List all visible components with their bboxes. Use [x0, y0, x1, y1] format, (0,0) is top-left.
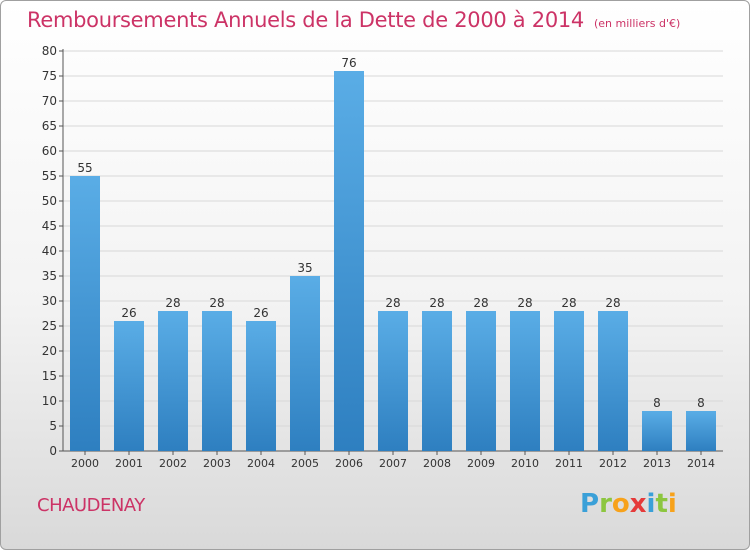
bars: [70, 71, 716, 451]
x-tick-label: 2007: [379, 457, 407, 470]
x-tick-label: 2003: [203, 457, 231, 470]
logo-letter: r: [599, 489, 612, 519]
x-tick-label: 2000: [71, 457, 99, 470]
x-tick-label: 2005: [291, 457, 319, 470]
data-label: 26: [253, 306, 268, 320]
y-tick-label: 70: [42, 94, 57, 108]
bar: [554, 311, 584, 451]
bar: [598, 311, 628, 451]
chart-title-text: Remboursements Annuels de la Dette de 20…: [27, 8, 584, 32]
logo-letter: i: [646, 489, 656, 519]
logo-letter: o: [611, 489, 630, 519]
y-tick-labels: 0 5 10 15 20 25 30 35 40 45 50 55 60 65 70 75 80: [42, 44, 57, 458]
y-tick-label: 35: [42, 269, 57, 283]
x-tick-label: 2012: [599, 457, 627, 470]
bar: [686, 411, 716, 451]
y-tick-label: 25: [42, 319, 57, 333]
proxiti-logo: Proxiti: [580, 489, 677, 519]
x-tick-labels: 2000 2001 2002 2003 2004 2005 2006 2007 2008 2009…: [71, 457, 715, 470]
data-label: 28: [473, 296, 488, 310]
data-label: 76: [341, 56, 356, 70]
y-tick-label: 0: [49, 444, 57, 458]
x-tick-label: 2013: [643, 457, 671, 470]
chart-unit: (en milliers d'€): [594, 17, 681, 30]
y-tick-label: 20: [42, 344, 57, 358]
bar: [334, 71, 364, 451]
y-tick-label: 75: [42, 69, 57, 83]
y-tick-label: 15: [42, 369, 57, 383]
x-tick-label: 2014: [687, 457, 715, 470]
bar: [378, 311, 408, 451]
bar: [290, 276, 320, 451]
x-tick-label: 2002: [159, 457, 187, 470]
data-label: 28: [385, 296, 400, 310]
x-tick-label: 2001: [115, 457, 143, 470]
data-label: 28: [517, 296, 532, 310]
data-label: 55: [77, 161, 92, 175]
logo-letter: x: [629, 489, 647, 519]
bar: [422, 311, 452, 451]
data-label: 28: [429, 296, 444, 310]
commune-name: CHAUDENAY: [37, 495, 145, 516]
x-tick-label: 2008: [423, 457, 451, 470]
logo-letter: t: [655, 489, 668, 519]
data-label: 28: [209, 296, 224, 310]
x-tick-label: 2009: [467, 457, 495, 470]
logo-letter: P: [580, 489, 600, 519]
bar: [642, 411, 672, 451]
data-labels: 55 26 28 28 26 35 76 28 28 28 28 28 28 8 8: [77, 56, 704, 410]
x-tick-label: 2010: [511, 457, 539, 470]
bar: [466, 311, 496, 451]
data-label: 26: [121, 306, 136, 320]
x-tick-label: 2011: [555, 457, 583, 470]
data-label: 8: [653, 396, 661, 410]
data-label: 28: [561, 296, 576, 310]
bar: [510, 311, 540, 451]
y-tick-label: 65: [42, 119, 57, 133]
y-tick-label: 5: [49, 419, 57, 433]
y-tick-label: 60: [42, 144, 57, 158]
data-label: 28: [605, 296, 620, 310]
y-tick-label: 40: [42, 244, 57, 258]
bar: [70, 176, 100, 451]
x-tick-label: 2006: [335, 457, 363, 470]
bar: [202, 311, 232, 451]
y-tick-label: 80: [42, 44, 57, 58]
logo-letter: i: [667, 489, 677, 519]
bar: [246, 321, 276, 451]
y-tick-label: 55: [42, 169, 57, 183]
data-label: 8: [697, 396, 705, 410]
y-tick-label: 30: [42, 294, 57, 308]
data-label: 35: [297, 261, 312, 275]
y-tick-label: 10: [42, 394, 57, 408]
y-tick-label: 45: [42, 219, 57, 233]
x-tick-label: 2004: [247, 457, 275, 470]
chart-title: Remboursements Annuels de la Dette de 20…: [27, 8, 680, 32]
y-tick-label: 50: [42, 194, 57, 208]
bar: [114, 321, 144, 451]
data-label: 28: [165, 296, 180, 310]
bar: [158, 311, 188, 451]
